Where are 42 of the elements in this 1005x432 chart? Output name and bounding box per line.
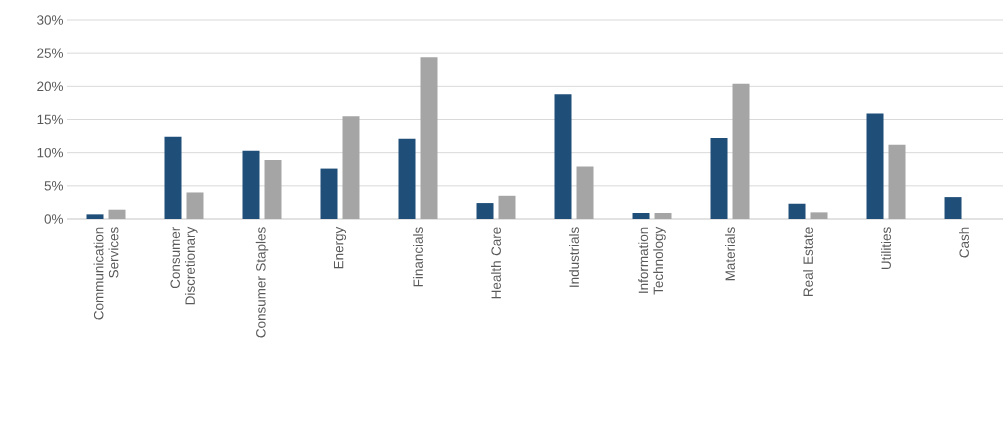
x-tick-label: Health Care xyxy=(491,227,501,299)
x-tick-label: Industrials xyxy=(569,227,579,287)
x-tick-label: Consumer Discretionary xyxy=(170,226,198,305)
y-tick-label: 0% xyxy=(44,214,63,224)
bar xyxy=(944,197,962,219)
bar xyxy=(810,212,828,219)
x-tick-label: Communication Services xyxy=(93,227,119,320)
y-tick-label: 30% xyxy=(37,15,63,25)
x-tick-label: Utilities xyxy=(881,227,891,270)
bar xyxy=(342,116,360,219)
x-tick-label: Cash xyxy=(959,227,969,258)
bar xyxy=(164,136,182,219)
y-tick-label: 25% xyxy=(37,48,63,58)
bar xyxy=(576,166,594,219)
bar xyxy=(476,203,494,219)
bar xyxy=(86,214,104,219)
bar xyxy=(320,168,338,219)
bar xyxy=(420,57,438,219)
y-tick-label: 20% xyxy=(37,81,63,92)
bar xyxy=(732,83,750,219)
bar xyxy=(108,209,126,219)
bar xyxy=(632,213,650,219)
bar xyxy=(242,150,260,219)
x-tick-label: Financials xyxy=(413,227,423,287)
x-tick-label: Energy xyxy=(333,226,347,269)
bar xyxy=(788,203,806,219)
bar xyxy=(888,144,906,219)
bar xyxy=(654,213,672,219)
x-tick-label: Information Technology xyxy=(638,226,666,295)
y-tick-label: 5% xyxy=(44,181,63,191)
x-tick-label: Real Estate xyxy=(803,227,813,296)
bar xyxy=(186,192,204,219)
x-tick-label: Consumer Staples xyxy=(255,227,269,338)
y-tick-label: 10% xyxy=(37,147,63,158)
bar xyxy=(498,195,516,219)
bar xyxy=(398,138,416,219)
x-tick-label: Materials xyxy=(725,227,735,281)
bar xyxy=(554,94,572,219)
bar xyxy=(710,138,728,219)
y-tick-label: 15% xyxy=(37,114,63,125)
bar xyxy=(264,159,282,219)
bar xyxy=(866,113,884,219)
